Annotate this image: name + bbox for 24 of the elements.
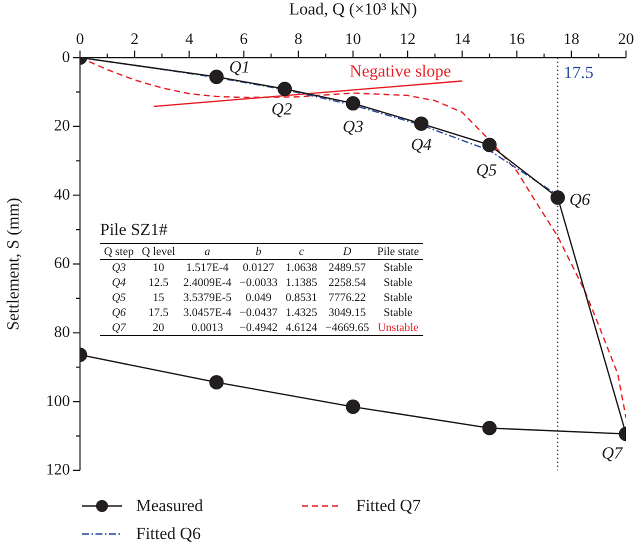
legend-label: Measured: [136, 496, 204, 516]
y-tick-label: 40: [54, 186, 70, 204]
x-tick-label: 18: [563, 31, 580, 48]
x-tick-label: 8: [294, 31, 302, 48]
y-tick-label: 80: [54, 324, 70, 342]
legend-label: Fitted Q7: [356, 496, 421, 516]
y-axis-title: Settlement, S (mm): [4, 198, 23, 330]
x-tick-label: 20: [618, 31, 634, 48]
legend-label: Fitted Q6: [136, 524, 201, 544]
x-tick-label: 2: [130, 31, 139, 48]
x-axis-title: Load, Q (×10³ kN): [289, 0, 417, 19]
x-tick-label: 16: [508, 31, 525, 48]
y-tick-label: 20: [54, 118, 70, 135]
x-tick-label: 0: [76, 31, 84, 48]
x-tick-label: 12: [400, 31, 416, 48]
x-tick-label: 6: [240, 31, 248, 48]
x-tick-label: 10: [345, 31, 361, 48]
y-tick-label: 60: [54, 255, 70, 272]
y-tick-label: 120: [46, 462, 70, 479]
y-tick-label: 100: [46, 392, 70, 410]
x-tick-label: 14: [454, 31, 470, 48]
annotation: Q7: [602, 443, 624, 462]
x-tick-label: 4: [185, 31, 194, 48]
y-tick-label: 0: [62, 48, 70, 66]
